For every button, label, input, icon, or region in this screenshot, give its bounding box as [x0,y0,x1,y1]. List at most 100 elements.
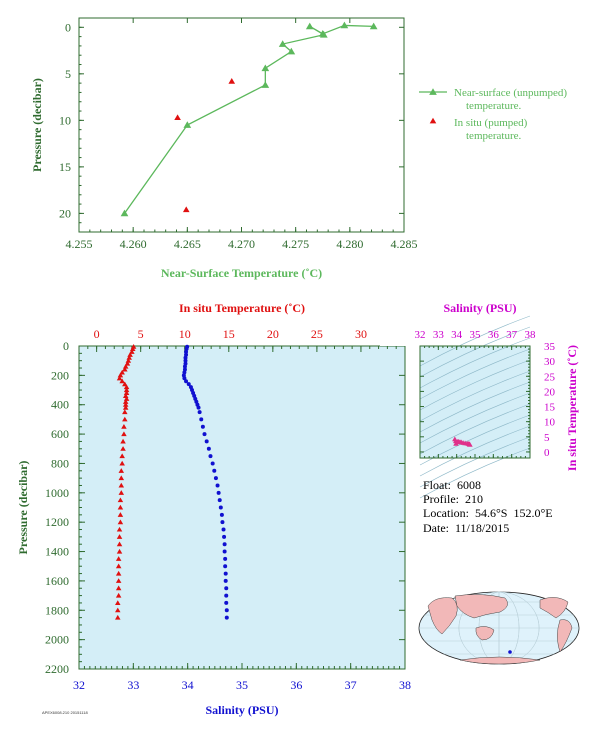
density-contour [419,315,531,367]
pressure-tick-label: 1800 [45,603,69,617]
density-contour [419,392,531,444]
map-antarctica [459,656,541,665]
ts-x-tick-label: 38 [525,329,537,341]
pressure-tick-label: 400 [51,398,69,412]
temperature-point [122,416,128,422]
map-north-america [539,597,569,619]
near-surface-line [123,24,374,214]
near-surface-point [340,21,349,29]
salinity-point [220,520,225,525]
temperature-point [126,355,132,360]
salinity-point [206,446,211,451]
near-surface-point [369,22,378,30]
temp-tick-label: 0 [94,327,100,341]
clip-mask [380,286,420,346]
near-surface-legend: Near-surface (unpumped)temperature.In si… [419,87,567,142]
ts-x-tick-label: 32 [415,329,426,341]
salinity-point [196,405,201,410]
temperature-point [122,366,128,372]
salinity-tick-label: 34 [182,678,194,692]
legend-in-situ-label-2: temperature. [466,130,522,142]
temperature-point [115,570,122,576]
float-location: Location: 54.6°S 152.0°E [423,506,553,521]
pressure-tick-label: 200 [51,368,69,382]
temperature-point [118,475,125,481]
clip-mask [530,306,570,346]
ts-y-tick-label: 30 [544,356,556,368]
density-contour [419,436,531,488]
temp-tick-label: 15 [223,327,235,341]
temperature-point [118,468,125,473]
temperature-point [123,396,130,401]
temperature-point [123,390,130,396]
salinity-point [204,439,209,444]
near-surface-point [278,40,287,47]
temperature-point [122,409,128,415]
near-surface-temperature-chart: 4.255 4.260 4.265 4.270 4.275 4.280 4.285 0 5 10 1… [30,17,418,280]
x-tick-label: 4.280 [336,237,363,251]
temperature-point [115,578,122,583]
temperature-point [123,387,130,393]
in-situ-point [182,206,190,213]
ts-plot-area [419,345,531,459]
float-number: Float: 6008 [423,478,482,492]
temperature-point [117,504,124,510]
density-contour [419,359,531,411]
density-contour [419,447,531,499]
salinity-tick-label: 32 [73,678,85,692]
temperature-point [122,393,129,398]
temperature-point [120,446,126,451]
temp-tick-label: 30 [355,327,367,341]
y-tick-label: 15 [59,160,71,174]
salinity-point [221,527,226,532]
temperature-point [129,346,136,351]
salinity-point [224,615,229,620]
profile-number: Profile: 210 [423,492,483,507]
temp-tick-label: 20 [267,327,279,341]
profile-plot-area [78,345,406,670]
map-africa-europe [427,597,458,635]
salinity-point [224,593,229,598]
in-situ-point [174,114,181,120]
temperature-point [116,548,123,554]
salinity-point [223,556,228,561]
x-tick-label: 4.275 [282,237,309,251]
temperature-point [129,349,135,354]
temperature-point [116,534,123,539]
temperature-axis-title: In situ Temperature (˚C) [179,301,305,315]
salinity-point [213,476,218,481]
density-contour [419,381,531,433]
pressure-tick-label: 2000 [45,633,69,647]
ts-y-tick-label: 15 [544,402,556,414]
temperature-point [125,357,132,363]
ts-point [467,441,473,447]
salinity-point [218,505,223,510]
map-south-america [557,619,573,653]
legend-near-surface-marker [429,88,437,95]
temperature-point [122,399,129,404]
salinity-tick-label: 36 [290,678,302,692]
float-info-panel: Float: 6008 Profile: 210 Location: 54.6°… [423,478,553,535]
ts-x-tick-label: 34 [451,329,463,341]
ts-salinity-title: Salinity (PSU) [443,301,516,315]
x-axis-label: Near-Surface Temperature (˚C) [161,266,322,280]
temperature-point [119,378,125,384]
salinity-point [197,410,202,415]
near-surface-point [261,81,270,88]
pressure-tick-label: 1400 [45,545,69,559]
ts-x-tick-label: 37 [506,329,518,341]
temperature-point [121,431,127,437]
ts-y-tick-label: 5 [544,432,550,444]
salinity-point [200,424,205,429]
salinity-point [183,355,188,360]
x-tick-label: 4.255 [66,237,93,251]
pressure-axis-label: Pressure (decibar) [16,461,30,555]
temperature-point [117,519,124,525]
pressure-tick-label: 800 [51,456,69,470]
temperature-point [119,369,125,375]
near-surface-point [305,22,314,30]
salinity-point [202,432,207,437]
salinity-point [222,534,227,539]
density-contour [419,337,531,389]
salinity-point [199,417,204,422]
